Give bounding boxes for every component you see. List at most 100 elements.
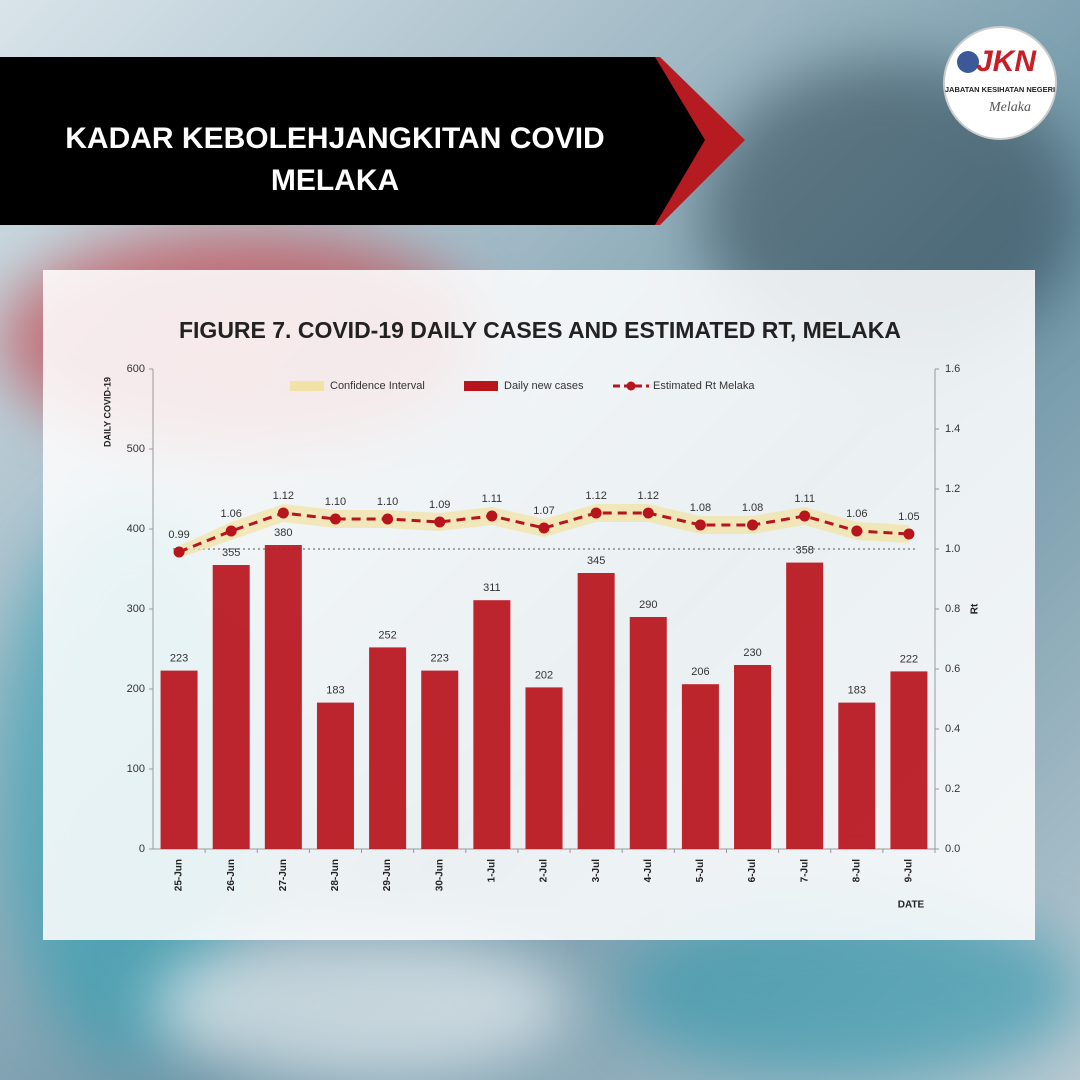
bar <box>212 565 250 849</box>
chart-title: FIGURE 7. COVID-19 DAILY CASES AND ESTIM… <box>179 317 901 343</box>
bar-value-label: 202 <box>535 669 553 681</box>
y-tick-label: 300 <box>127 603 145 615</box>
rt-value-label: 1.09 <box>429 499 450 511</box>
bar-value-label: 358 <box>795 545 813 557</box>
bar <box>890 671 928 849</box>
rt-point <box>538 522 550 534</box>
legend-swatch <box>464 381 498 391</box>
bar <box>525 687 563 849</box>
y-axis-label: DAILY COVID-19 <box>102 377 112 447</box>
logo-mark: JKN <box>976 45 1037 78</box>
rt-value-label: 1.11 <box>794 493 815 505</box>
rt-point <box>903 528 915 540</box>
y-tick-label: 500 <box>127 443 145 455</box>
y2-tick-label: 0.2 <box>945 783 960 795</box>
bar <box>629 617 667 849</box>
rt-point <box>277 507 289 519</box>
rt-value-label: 0.99 <box>168 529 189 541</box>
bar-value-label: 230 <box>743 647 761 659</box>
y2-tick-label: 0.0 <box>945 843 960 855</box>
bar-value-label: 183 <box>326 685 344 697</box>
rt-value-label: 1.08 <box>690 502 711 514</box>
legend-swatch <box>290 381 324 391</box>
y-tick-label: 0 <box>139 843 145 855</box>
banner <box>0 57 705 225</box>
rt-point <box>590 507 602 519</box>
bar <box>421 670 459 849</box>
rt-point <box>434 516 446 528</box>
x-tick-label: 2-Jul <box>539 859 550 883</box>
x-tick-label: 30-Jun <box>434 859 445 891</box>
x-tick-label: 3-Jul <box>591 859 602 883</box>
rt-value-label: 1.06 <box>220 508 241 520</box>
bar-value-label: 290 <box>639 599 657 611</box>
bar <box>473 600 511 849</box>
bar <box>577 573 615 849</box>
rt-value-label: 1.12 <box>638 490 659 502</box>
y2-tick-label: 1.6 <box>945 363 960 375</box>
y2-tick-label: 1.2 <box>945 483 960 495</box>
logo: JKN JABATAN KESIHATAN NEGERI Melaka <box>943 26 1057 140</box>
rt-line <box>178 511 910 554</box>
y2-tick-label: 1.0 <box>945 543 960 555</box>
y-tick-label: 200 <box>127 683 145 695</box>
bar-value-label: 311 <box>483 582 501 594</box>
x-tick-label: 29-Jun <box>382 859 393 891</box>
legend-label: Daily new cases <box>504 380 584 392</box>
rt-point <box>851 525 863 537</box>
rt-point <box>329 513 341 525</box>
y2-tick-label: 0.6 <box>945 663 960 675</box>
rt-value-label: 1.06 <box>846 508 867 520</box>
rt-value-label: 1.12 <box>273 490 294 502</box>
rt-value-label: 1.10 <box>377 496 398 508</box>
x-tick-label: 7-Jul <box>799 859 810 883</box>
bar-value-label: 183 <box>848 685 866 697</box>
rt-point <box>694 519 706 531</box>
rt-point <box>486 510 498 522</box>
rt-value-label: 1.11 <box>482 493 503 505</box>
x-tick-label: 9-Jul <box>904 859 915 883</box>
rt-point <box>173 546 185 558</box>
banner-title: KADAR KEBOLEHJANGKITAN COVID MELAKA <box>65 122 604 197</box>
bar-value-label: 355 <box>222 547 240 559</box>
logo-state: Melaka <box>988 100 1031 115</box>
legend-label: Confidence Interval <box>330 380 425 392</box>
bar <box>734 665 772 849</box>
bar-value-label: 252 <box>378 629 396 641</box>
x-tick-label: 8-Jul <box>851 859 862 883</box>
y-tick-label: 600 <box>127 363 145 375</box>
bar <box>786 562 824 849</box>
rt-value-label: 1.12 <box>585 490 606 502</box>
bar-value-label: 222 <box>900 653 918 665</box>
x-tick-label: 28-Jun <box>330 859 341 891</box>
bar <box>316 702 354 849</box>
legend-swatch <box>626 381 636 391</box>
y2-tick-label: 1.4 <box>945 423 960 435</box>
bar-value-label: 223 <box>170 653 188 665</box>
x-tick-label: 4-Jul <box>643 859 654 883</box>
x-tick-label: 25-Jun <box>174 859 185 891</box>
bar <box>160 670 198 849</box>
logo-circle <box>943 26 1057 140</box>
bar <box>369 647 407 849</box>
x-axis-label: DATE <box>898 900 925 911</box>
x-tick-label: 6-Jul <box>747 859 758 883</box>
facebook-icon <box>957 51 979 73</box>
bar-value-label: 223 <box>431 653 449 665</box>
y-tick-label: 400 <box>127 523 145 535</box>
bar <box>264 545 302 849</box>
bar <box>838 702 876 849</box>
y-tick-label: 100 <box>127 763 145 775</box>
logo-org: JABATAN KESIHATAN NEGERI <box>945 85 1055 94</box>
x-tick-label: 1-Jul <box>487 859 498 883</box>
rt-point <box>225 525 237 537</box>
y2-tick-label: 0.8 <box>945 603 960 615</box>
bar-value-label: 380 <box>274 527 292 539</box>
x-tick-label: 5-Jul <box>695 859 706 883</box>
rt-point <box>642 507 654 519</box>
bar-value-label: 206 <box>691 666 709 678</box>
x-tick-label: 27-Jun <box>278 859 289 891</box>
y2-axis-label: Rt <box>970 603 981 614</box>
